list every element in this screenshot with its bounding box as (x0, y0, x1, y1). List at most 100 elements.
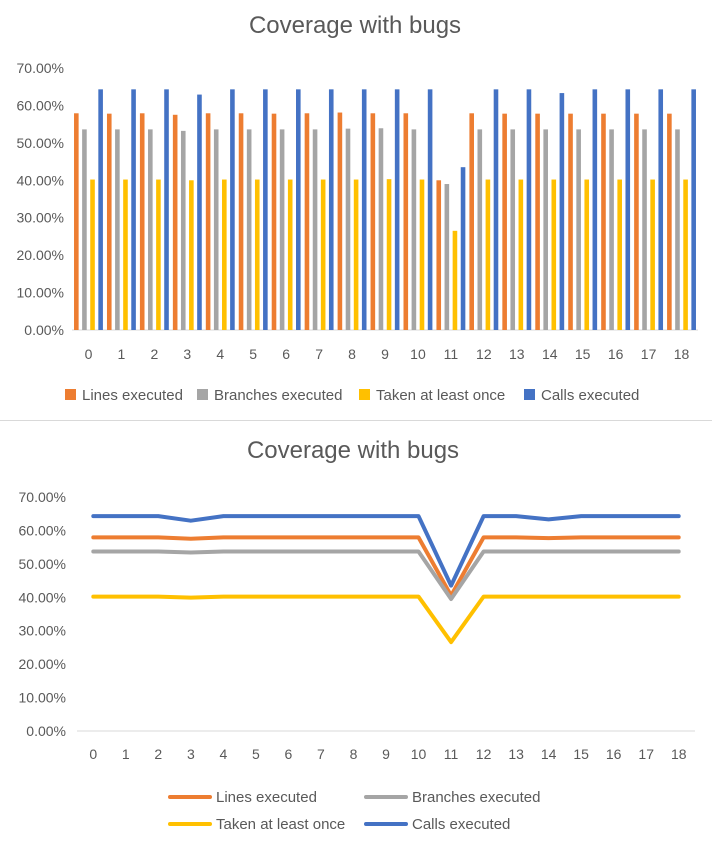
bar-taken-at-least-once (320, 179, 326, 330)
x-tick-label: 6 (282, 346, 290, 362)
bar-taken-at-least-once (485, 179, 491, 330)
bar-branches-executed (246, 129, 252, 330)
y-tick-label: 40.00% (17, 172, 64, 188)
bar-lines-executed (74, 113, 79, 330)
y-tick-label: 50.00% (17, 135, 64, 151)
line-taken-at-least-once (91, 594, 681, 645)
bar-taken-at-least-once (156, 179, 161, 330)
bar-taken-at-least-once (683, 179, 688, 330)
x-tick-label: 11 (444, 746, 459, 762)
legend-label: Calls executed (412, 816, 510, 833)
legend-label: Lines executed (216, 789, 317, 806)
x-tick-label: 0 (85, 346, 93, 362)
bar-lines-executed (172, 114, 178, 331)
x-tick-label: 8 (348, 346, 356, 362)
x-tick-label: 6 (285, 746, 293, 762)
x-tick-label: 12 (476, 746, 492, 762)
legend-swatch (197, 389, 208, 400)
y-tick-label: 10.00% (19, 690, 66, 706)
legend-swatch (524, 389, 535, 400)
y-tick-label: 60.00% (19, 522, 66, 538)
bar-branches-executed (312, 129, 318, 330)
y-tick-label: 50.00% (19, 556, 66, 572)
legend-label: Branches executed (214, 387, 342, 404)
bar-branches-executed (378, 128, 384, 330)
bar-branches-executed (576, 129, 581, 330)
bar-taken-at-least-once (419, 179, 425, 330)
bar-lines-executed (535, 113, 540, 330)
legend-swatch (359, 389, 370, 400)
bar-taken-at-least-once (617, 179, 622, 330)
bar-calls-executed (394, 89, 400, 330)
bar-branches-executed (115, 129, 120, 330)
x-tick-label: 17 (641, 346, 657, 362)
bar-branches-executed (510, 129, 516, 330)
chart-title: Coverage with bugs (247, 437, 459, 464)
y-tick-label: 10.00% (17, 285, 64, 301)
legend-item-lines-executed: Lines executed (65, 387, 183, 404)
legend-swatch (65, 389, 76, 400)
bar-taken-at-least-once (650, 179, 655, 330)
chart-divider (0, 420, 712, 421)
bar-branches-executed (213, 129, 219, 330)
bar-lines-executed (403, 113, 409, 330)
bar-taken-at-least-once (452, 230, 458, 330)
x-tick-label: 18 (674, 346, 690, 362)
bar-branches-executed (675, 129, 680, 330)
bar-taken-at-least-once (584, 179, 590, 330)
bar-lines-executed (304, 113, 310, 330)
x-tick-label: 2 (154, 746, 162, 762)
bar-taken-at-least-once (518, 179, 524, 330)
y-tick-label: 70.00% (19, 489, 66, 505)
y-tick-label: 40.00% (19, 589, 66, 605)
bar-taken-at-least-once (90, 179, 95, 330)
x-tick-label: 16 (606, 746, 622, 762)
bar-calls-executed (592, 89, 598, 330)
bar-calls-executed (296, 89, 301, 330)
bar-lines-executed (601, 113, 606, 330)
x-tick-label: 7 (315, 346, 323, 362)
x-tick-label: 4 (219, 746, 227, 762)
bar-calls-executed (460, 167, 466, 330)
x-tick-label: 11 (444, 346, 459, 362)
x-tick-label: 9 (382, 746, 390, 762)
bar-calls-executed (625, 89, 631, 330)
legend-item-branches-executed: Branches executed (197, 387, 342, 404)
bar-lines-executed (436, 180, 442, 330)
legend-item-lines-executed: Lines executed (168, 789, 317, 806)
x-tick-label: 17 (638, 746, 654, 762)
bar-taken-at-least-once (353, 179, 359, 330)
x-tick-label: 5 (249, 346, 257, 362)
x-tick-label: 4 (216, 346, 224, 362)
legend-item-branches-executed: Branches executed (364, 789, 540, 806)
chart-title: Coverage with bugs (249, 12, 461, 39)
bar-taken-at-least-once (189, 180, 194, 330)
x-tick-label: 7 (317, 746, 325, 762)
x-tick-label: 3 (183, 346, 191, 362)
bar-lines-executed (337, 112, 343, 330)
y-tick-label: 60.00% (17, 97, 64, 113)
y-tick-label: 30.00% (19, 623, 66, 639)
bar-calls-executed (230, 89, 235, 330)
line-calls-executed (91, 514, 681, 588)
bar-taken-at-least-once (551, 179, 557, 330)
bar-lines-executed (469, 113, 474, 330)
bar-calls-executed (658, 89, 664, 330)
bar-calls-executed (164, 89, 169, 330)
x-tick-label: 1 (118, 346, 126, 362)
bar-calls-executed (98, 89, 103, 330)
bar-taken-at-least-once (254, 179, 260, 330)
bar-lines-executed (238, 113, 244, 330)
legend-item-taken-at-least-once: Taken at least once (359, 387, 505, 404)
bar-branches-executed (411, 129, 417, 330)
bar-taken-at-least-once (123, 179, 128, 330)
y-tick-label: 20.00% (19, 656, 66, 672)
y-tick-label: 0.00% (26, 723, 66, 739)
x-tick-label: 10 (411, 746, 427, 762)
legend-label: Taken at least once (376, 387, 505, 404)
x-tick-label: 12 (476, 346, 492, 362)
bar-branches-executed (477, 129, 483, 330)
bar-taken-at-least-once (386, 179, 392, 330)
line-branches-executed (91, 549, 681, 601)
legend-item-taken-at-least-once: Taken at least once (168, 816, 345, 833)
